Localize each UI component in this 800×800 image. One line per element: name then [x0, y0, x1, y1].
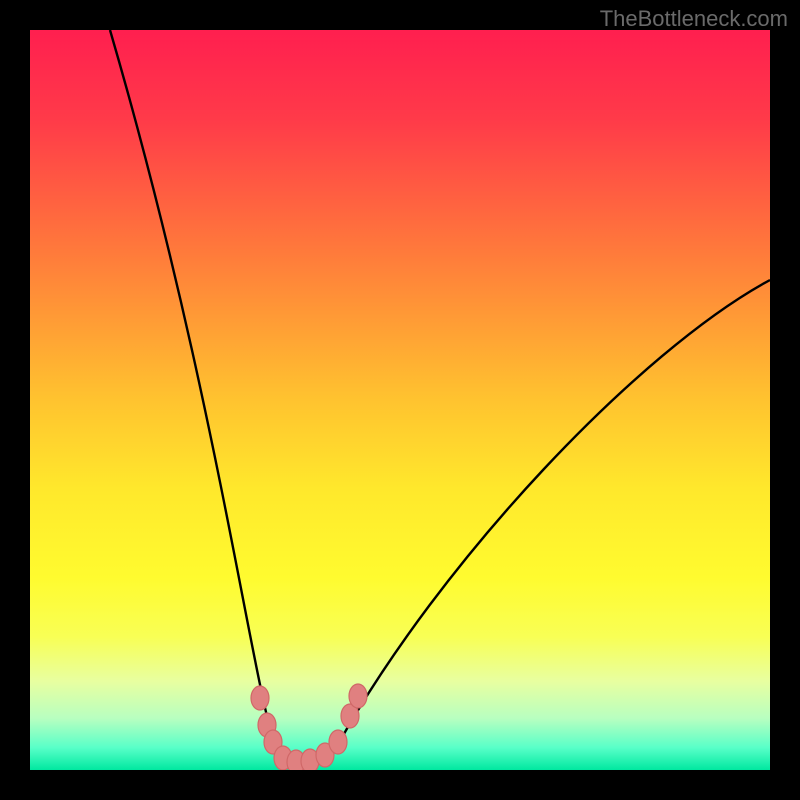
plot-area — [30, 30, 770, 770]
gradient-chart-svg — [30, 30, 770, 770]
data-marker — [329, 730, 347, 754]
chart-container: TheBottleneck.com — [0, 0, 800, 800]
data-marker — [251, 686, 269, 710]
data-marker — [349, 684, 367, 708]
watermark-text: TheBottleneck.com — [600, 6, 788, 32]
